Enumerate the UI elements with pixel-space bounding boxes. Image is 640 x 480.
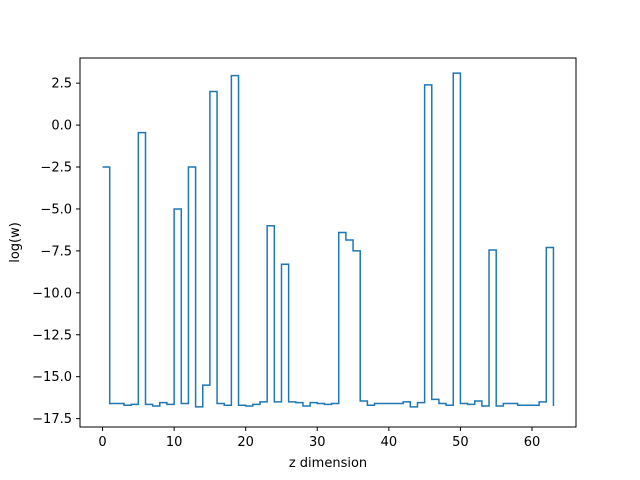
y-tick-label: −2.5 <box>40 161 72 176</box>
x-tick-label: 10 <box>166 435 183 450</box>
y-tick-label: −7.5 <box>40 244 72 259</box>
y-tick-label: 2.5 <box>51 77 72 92</box>
x-tick-label: 60 <box>524 435 541 450</box>
y-tick-label: −17.5 <box>32 412 72 427</box>
y-tick-label: −10.0 <box>32 286 72 301</box>
x-tick-label: 0 <box>98 435 106 450</box>
y-tick-label: −15.0 <box>32 370 72 385</box>
series-line <box>102 72 555 408</box>
y-axis-label: log(w) <box>8 222 23 263</box>
y-tick-label: −12.5 <box>32 328 72 343</box>
x-tick-label: 30 <box>309 435 326 450</box>
y-tick-label: 0.0 <box>51 119 72 134</box>
x-tick-label: 50 <box>452 435 469 450</box>
axes-frame <box>79 57 577 428</box>
y-tick-label: −5.0 <box>40 202 72 217</box>
plot-area <box>102 72 555 408</box>
axis-ticks: 0 10 20 30 40 50 60 −17.5 −15.0 −12.5 −10.0 −7.5 −5.… <box>32 77 540 450</box>
x-tick-label: 20 <box>237 435 254 450</box>
x-axis-label: z dimension <box>289 456 367 471</box>
x-tick-label: 40 <box>381 435 398 450</box>
